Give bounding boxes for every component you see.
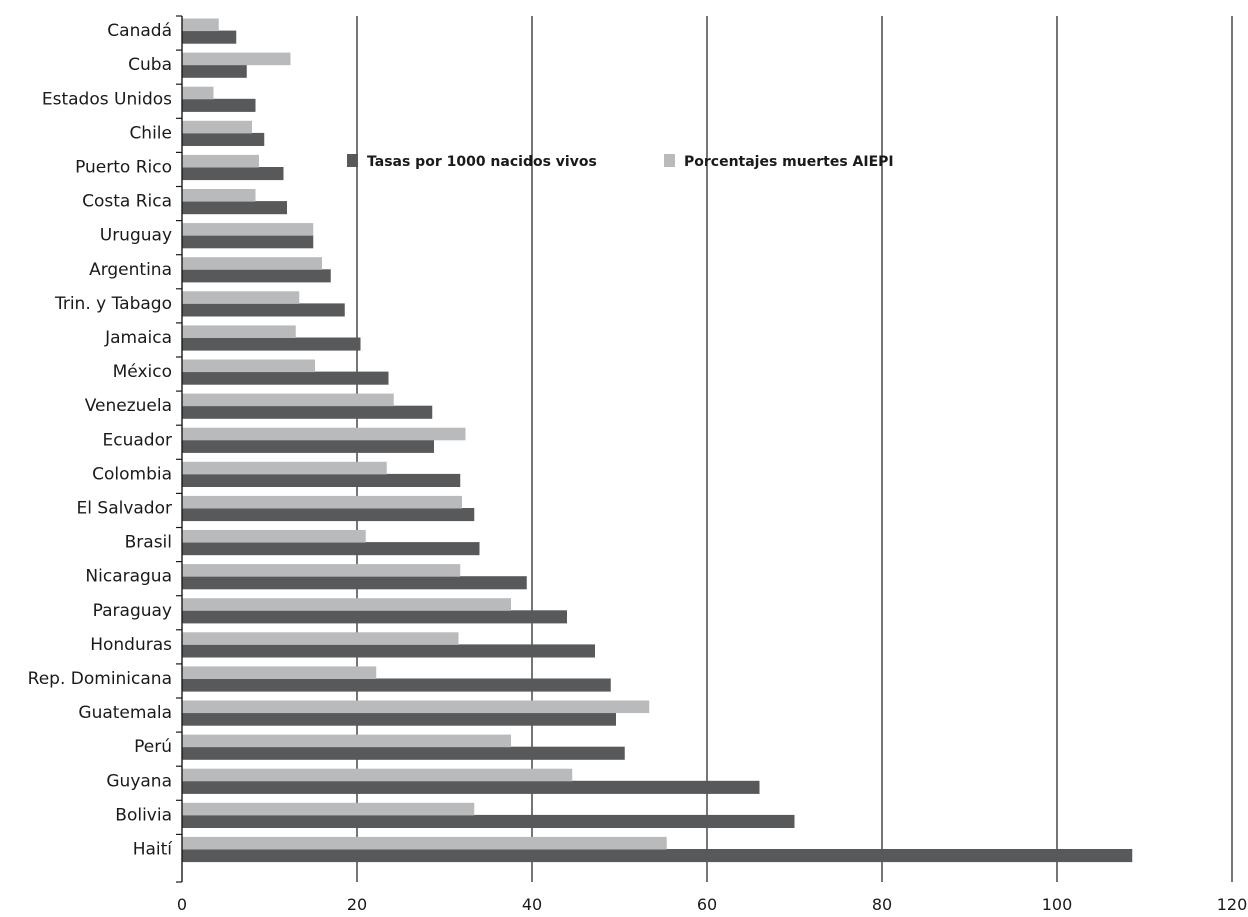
x-tick-labels: 0 20 40 60 80 100 120 [177,895,1247,914]
bar-tasas-15 [182,542,480,556]
bar-tasas-19 [182,678,611,692]
bar-tasas-13 [182,473,461,487]
legend-swatch-1 [664,154,675,167]
bar-aiepi-9 [182,325,296,338]
bar-tasas-0 [182,30,237,44]
category-label: Jamaica [104,328,172,348]
bar-tasas-3 [182,132,265,146]
bar-aiepi-2 [182,86,214,100]
bar-aiepi-1 [182,52,291,66]
category-label: Estados Unidos [42,89,172,109]
bar-tasas-4 [182,167,284,181]
bar-aiepi-12 [182,427,466,441]
category-label: Honduras [90,635,172,655]
legend-label-1: Porcentajes muertes AIEPI [684,154,894,170]
legend: Tasas por 1000 nacidos vivos Porcentajes … [347,154,894,170]
bar-tasas-7 [182,269,331,283]
category-labels: Canadá Cuba Estados Unidos Chile Puerto Rico… [28,21,174,859]
bar-tasas-16 [182,576,527,590]
category-label: Perú [134,737,172,757]
bar-tasas-21 [182,746,625,760]
category-label: Brasil [125,533,172,553]
category-label: Guyana [106,771,172,791]
category-label: México [113,362,172,382]
axes [176,15,183,883]
bar-aiepi-15 [182,530,366,543]
bar-aiepi-18 [182,632,459,645]
category-label: Nicaragua [85,567,172,587]
category-label: Cuba [128,55,172,75]
category-label: El Salvador [77,499,172,519]
bar-aiepi-24 [182,836,667,850]
bar-aiepi-16 [182,564,461,577]
bar-aiepi-20 [182,700,650,714]
x-tick-label-120: 120 [1217,895,1248,914]
bar-tasas-11 [182,405,433,419]
x-tick-label-40: 40 [522,895,542,914]
bar-aiepi-5 [182,189,256,202]
bar-tasas-17 [182,610,567,624]
bar-aiepi-14 [182,495,462,509]
category-label: Argentina [89,260,172,280]
bar-aiepi-6 [182,223,314,236]
x-tick-label-100: 100 [1042,895,1073,914]
bar-aiepi-3 [182,120,252,134]
bar-aiepi-23 [182,802,475,816]
bar-tasas-23 [182,814,795,828]
bar-aiepi-8 [182,291,300,304]
bar-aiepi-7 [182,257,322,270]
category-label: Rep. Dominicana [28,669,172,689]
category-label: Guatemala [78,703,172,723]
category-label: Canadá [107,21,172,41]
category-label: Trin. y Tabago [54,294,172,314]
bar-tasas-20 [182,712,616,726]
category-label: Ecuador [103,430,172,450]
x-tick-label-80: 80 [872,895,892,914]
bar-tasas-2 [182,98,256,112]
bar-aiepi-4 [182,154,259,168]
category-label: Costa Rica [82,192,172,212]
bar-aiepi-11 [182,393,394,407]
bar-tasas-9 [182,337,361,351]
category-label: Haití [133,840,174,860]
bar-aiepi-10 [182,359,315,373]
bar-tasas-18 [182,644,595,658]
category-label: Puerto Rico [75,158,172,178]
bar-tasas-8 [182,303,345,317]
bar-aiepi-13 [182,461,387,475]
bar-tasas-10 [182,371,389,385]
category-label: Colombia [92,464,172,484]
bar-tasas-24 [182,849,1133,863]
bars [182,18,1133,863]
category-label: Chile [129,123,172,143]
category-label: Paraguay [93,601,172,621]
x-tick-label-60: 60 [697,895,717,914]
bar-aiepi-21 [182,734,511,748]
bar-tasas-12 [182,439,434,453]
bar-aiepi-22 [182,768,573,782]
bar-aiepi-0 [182,18,219,32]
legend-label-0: Tasas por 1000 nacidos vivos [367,154,597,170]
legend-swatch-0 [347,154,358,167]
bar-tasas-5 [182,201,287,215]
category-label: Uruguay [100,226,172,246]
x-tick-label-20: 20 [347,895,367,914]
bar-tasas-14 [182,508,475,522]
category-label: Bolivia [115,805,172,825]
x-tick-label-0: 0 [177,895,187,914]
bar-tasas-22 [182,780,760,794]
bar-aiepi-17 [182,598,511,611]
bar-tasas-6 [182,235,314,249]
category-label: Venezuela [85,396,172,416]
bar-aiepi-19 [182,666,377,679]
bar-tasas-1 [182,64,247,78]
